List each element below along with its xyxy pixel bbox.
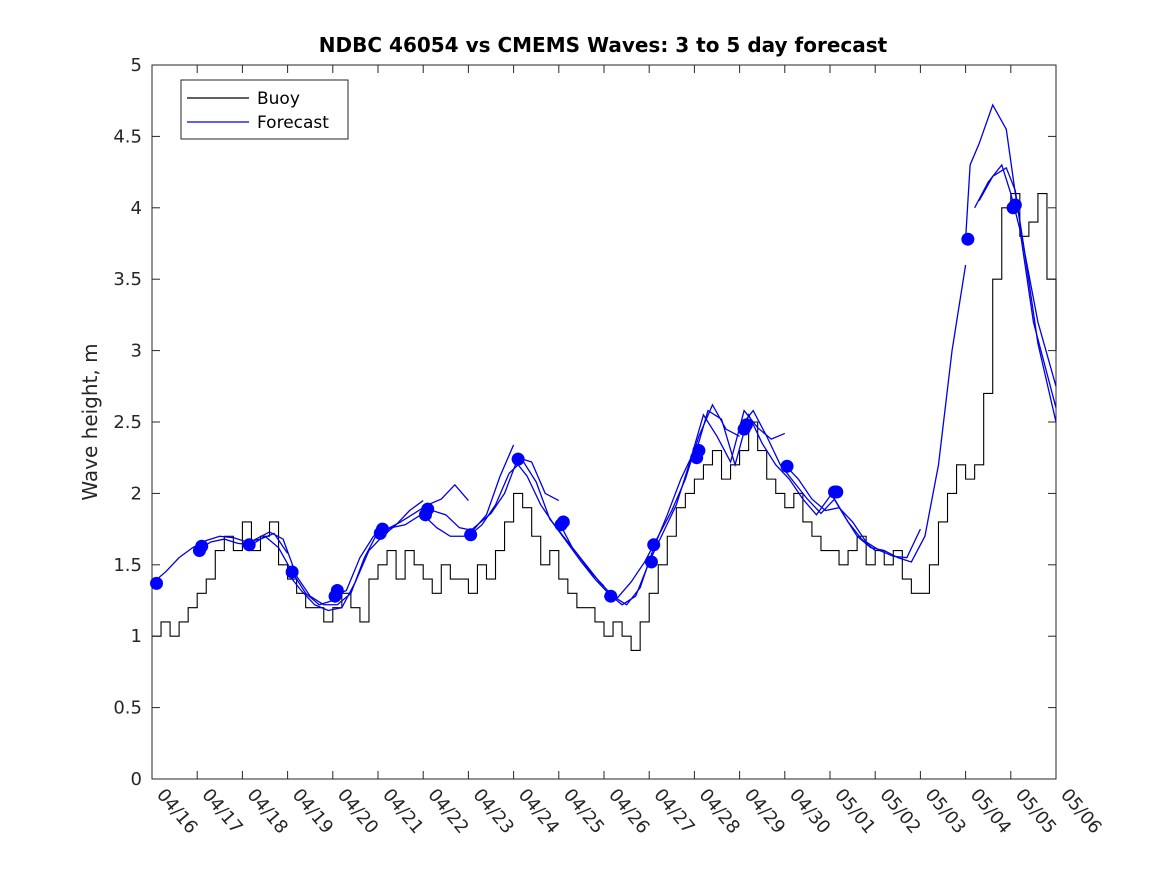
forecast-line-1 [196,535,333,606]
plot-frame [151,64,1057,780]
y-tick-label: 3.5 [113,269,142,290]
x-tick-label: 05/03 [921,785,970,838]
y-tick-label: 4 [131,198,142,219]
forecast-marker [1008,198,1022,212]
x-tick-label: 05/06 [1056,785,1105,838]
x-tick-label: 04/27 [649,785,698,838]
legend: Buoy Forecast [180,79,349,140]
forecast-series-group [151,103,1057,612]
y-tick-label: 1 [131,626,142,647]
x-tick-label: 04/25 [559,785,608,838]
forecast-marker [830,485,844,499]
forecast-marker [780,459,794,473]
x-tick-label: 04/26 [604,785,653,838]
buoy-line [152,192,1057,652]
forecast-marker [647,538,661,552]
forecast-line-5 [377,444,515,534]
forecast-line-12 [693,409,831,516]
y-tick-label: 2.5 [113,412,142,433]
x-tick-label: 04/17 [197,785,246,838]
forecast-line-11 [648,409,786,563]
forecast-line-14 [784,464,921,559]
y-tick-label: 5 [131,55,142,76]
forecast-line-13 [739,409,876,552]
forecast-marker [150,576,164,590]
forecast-marker [376,522,390,536]
x-tick-label: 04/19 [288,785,337,838]
forecast-marker [285,565,299,579]
forecast-marker [464,528,478,542]
legend-box [180,79,349,140]
x-tick-label: 05/01 [830,785,879,838]
forecast-line-16 [964,103,1057,387]
forecast-line-3 [287,500,424,612]
legend-label-forecast: Forecast [257,113,329,133]
y-tick-label: 0.5 [113,698,142,719]
x-tick-label: 04/22 [423,785,472,838]
x-tick-label: 05/04 [966,785,1015,838]
x-tick-label: 04/29 [740,785,789,838]
forecast-line-8 [513,458,650,606]
forecast-marker [195,539,209,553]
forecast-line-15 [829,264,967,563]
legend-label-buoy: Buoy [257,89,300,109]
y-tick-label: 1.5 [113,555,142,576]
y-tick-label: 2 [131,483,142,504]
x-tick-label: 04/21 [378,785,427,838]
x-tick-label: 04/23 [469,785,518,838]
y-tick-label: 0 [131,769,142,790]
forecast-line-17 [974,163,1057,408]
forecast-markers [150,198,1022,603]
x-tick-label: 04/30 [785,785,834,838]
forecast-marker [511,452,525,466]
y-axis-label: Wave height, m [78,343,102,500]
x-tick-label: 04/28 [695,785,744,838]
x-tick-label: 05/05 [1011,785,1060,838]
forecast-marker [604,589,618,603]
x-tick-label: 04/20 [333,785,382,838]
forecast-line-18 [978,166,1057,423]
forecast-marker [556,515,570,529]
x-tick-label: 04/18 [243,785,292,838]
y-tick-label: 4.5 [113,126,142,147]
forecast-line-6 [422,456,560,537]
forecast-marker [961,232,975,246]
forecast-marker [739,418,753,432]
forecast-marker [330,584,344,598]
forecast-marker [421,502,435,516]
forecast-marker [644,555,658,569]
plot-axes [151,64,1057,780]
chart-title: NDBC 46054 vs CMEMS Waves: 3 to 5 day fo… [319,33,888,57]
forecast-marker [692,444,706,458]
y-tick-label: 3 [131,341,142,362]
forecast-line-0 [151,532,289,584]
x-tick-label: 04/16 [152,785,201,838]
forecast-line-4 [332,483,469,597]
forecast-line-10 [603,403,740,599]
buoy-series [152,192,1057,652]
y-axis-ticks: 0 0.5 1 1.5 2 2.5 3 3.5 4 4.5 5 [113,55,1056,790]
forecast-marker [242,538,256,552]
x-tick-label: 05/02 [875,785,924,838]
forecast-line-9 [558,450,695,606]
x-tick-label: 04/24 [514,785,563,838]
